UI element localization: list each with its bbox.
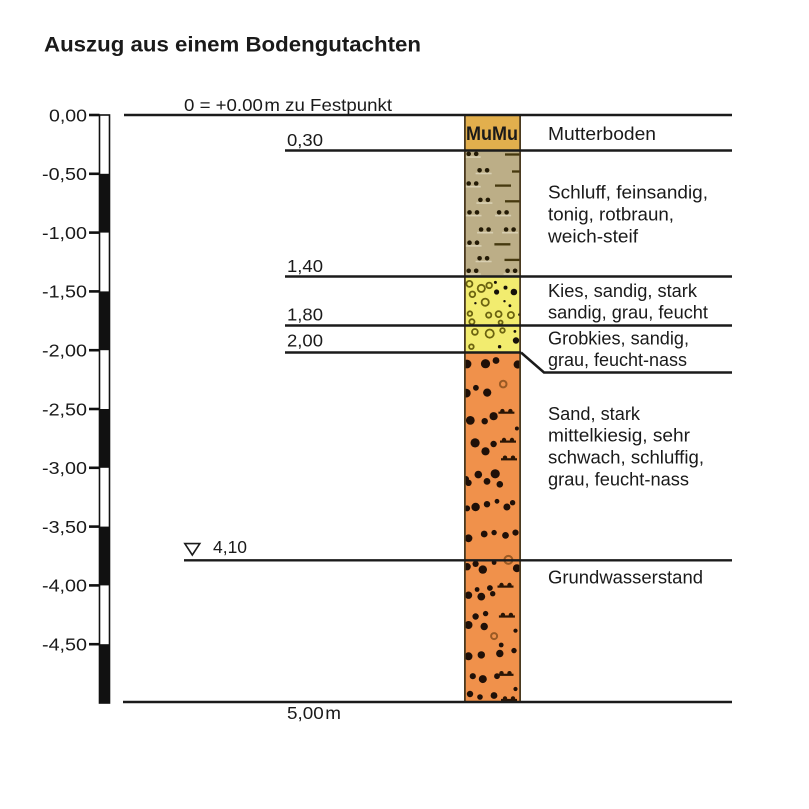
svg-text:1,40: 1,40: [287, 256, 323, 276]
svg-text:Mutterboden: Mutterboden: [548, 124, 656, 144]
svg-text:tonig, rotbraun,: tonig, rotbraun,: [548, 205, 674, 225]
svg-text:Sand, stark: Sand, stark: [548, 404, 641, 424]
svg-text:2,00: 2,00: [287, 331, 323, 351]
svg-text:grau, feucht-nass: grau, feucht-nass: [548, 350, 687, 370]
svg-text:weich-steif: weich-steif: [547, 227, 639, 247]
svg-text:Schluff, feinsandig,: Schluff, feinsandig,: [548, 183, 708, 203]
svg-text:Grundwasserstand: Grundwasserstand: [548, 568, 703, 588]
svg-text:-3,50: -3,50: [42, 517, 87, 537]
svg-text:4,10: 4,10: [213, 537, 247, 557]
svg-text:sandig, grau, feucht: sandig, grau, feucht: [548, 303, 708, 323]
svg-text:Auszug aus einem Bodengutachte: Auszug aus einem Bodengutachten: [44, 33, 421, 57]
svg-text:-2,00: -2,00: [42, 341, 87, 361]
svg-text:grau, feucht-nass: grau, feucht-nass: [548, 470, 689, 490]
svg-text:MuMu: MuMu: [466, 124, 518, 145]
svg-text:-0,50: -0,50: [42, 164, 87, 184]
svg-text:-3,00: -3,00: [42, 458, 87, 478]
svg-text:-1,00: -1,00: [42, 223, 87, 243]
svg-text:Grobkies, sandig,: Grobkies, sandig,: [548, 329, 689, 349]
svg-text:mittelkiesig, sehr: mittelkiesig, sehr: [548, 426, 690, 446]
svg-text:1,80: 1,80: [287, 305, 323, 325]
svg-text:-1,50: -1,50: [42, 282, 87, 302]
svg-text:0,30: 0,30: [287, 130, 323, 150]
svg-text:0 = +0.00 m zu Festpunkt: 0 = +0.00 m zu Festpunkt: [184, 95, 392, 115]
svg-text:-4,50: -4,50: [42, 635, 87, 655]
svg-text:0,00: 0,00: [49, 105, 87, 125]
svg-text:-2,50: -2,50: [42, 399, 87, 419]
svg-text:5,00 m: 5,00 m: [287, 703, 341, 723]
svg-text:Kies, sandig, stark: Kies, sandig, stark: [548, 281, 698, 301]
svg-text:-4,00: -4,00: [42, 576, 87, 596]
svg-text:schwach, schluffig,: schwach, schluffig,: [548, 448, 704, 468]
